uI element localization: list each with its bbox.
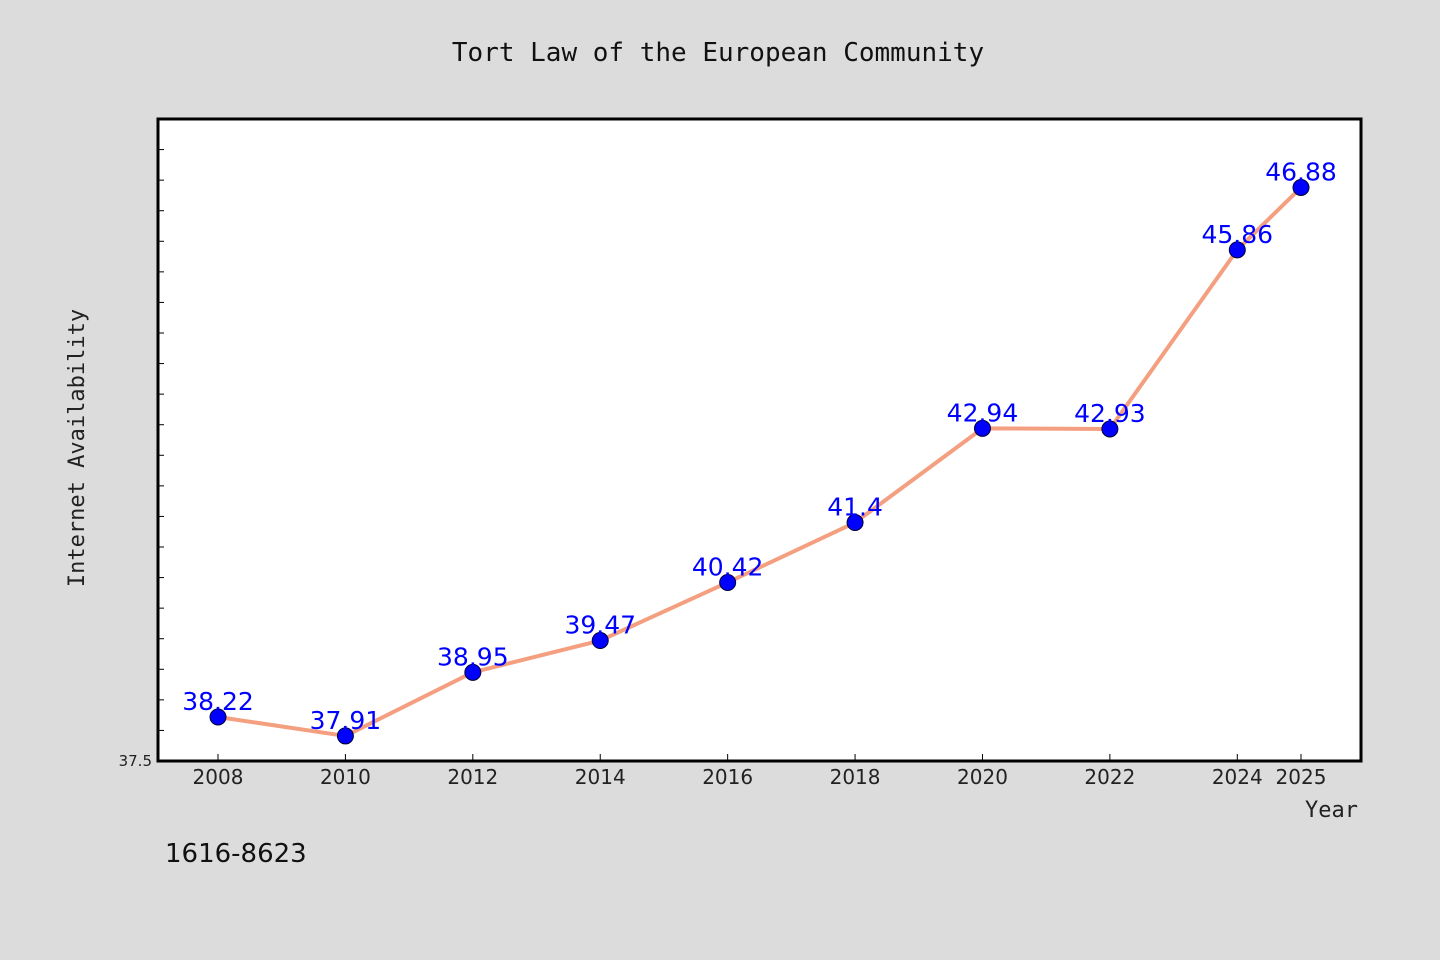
- data-points: [209, 178, 1310, 745]
- data-label: 46.88: [1265, 157, 1337, 186]
- x-tick-label: 2024: [1212, 765, 1263, 789]
- data-point: [973, 419, 991, 437]
- data-label: 45.86: [1202, 220, 1274, 249]
- x-tick-label: 2012: [447, 765, 498, 789]
- data-label: 39.47: [564, 611, 636, 640]
- x-tick-label: 2018: [830, 765, 881, 789]
- data-point: [1292, 178, 1310, 196]
- data-point: [209, 708, 227, 726]
- data-label: 40.42: [692, 552, 764, 581]
- x-tick-label: 2025: [1276, 765, 1327, 789]
- data-label: 38.95: [437, 642, 509, 671]
- data-point: [464, 663, 482, 681]
- x-tick-label: 2014: [575, 765, 626, 789]
- footer-code: 1616-8623: [165, 839, 307, 869]
- x-axis-label: Year: [1305, 798, 1358, 823]
- x-axis-ticks: 2008 2010 2012 2014 2016 2018 2020 2022 2024 2025: [193, 754, 1327, 789]
- data-label: 42.94: [947, 398, 1019, 427]
- data-labels: 38.22 37.91 38.95 39.47 40.42 41.4 42.94 42.93 4…: [182, 157, 1337, 734]
- x-tick-label: 2022: [1084, 765, 1135, 789]
- data-label: 41.4: [827, 493, 883, 522]
- y-axis-label: Internet Availability: [65, 309, 90, 587]
- series-line: [217, 186, 1303, 738]
- data-label: 37.91: [310, 706, 382, 735]
- series-line-group: [217, 186, 1303, 738]
- data-label: 38.22: [182, 687, 254, 716]
- x-tick-label: 2010: [320, 765, 371, 789]
- plot-frame: [156, 117, 1363, 763]
- data-point: [846, 514, 864, 532]
- x-tick-label: 2016: [702, 765, 753, 789]
- data-point: [719, 573, 737, 591]
- y-tick-label: 37.5: [119, 752, 152, 770]
- chart-title: Tort Law of the European Community: [452, 38, 984, 68]
- data-point: [1228, 241, 1246, 259]
- plot-area: [158, 119, 1361, 761]
- x-tick-label: 2020: [957, 765, 1008, 789]
- data-point: [336, 727, 354, 745]
- data-point: [1101, 420, 1119, 438]
- x-tick-label: 2008: [193, 765, 244, 789]
- data-point: [591, 632, 609, 650]
- data-label: 42.93: [1074, 399, 1146, 428]
